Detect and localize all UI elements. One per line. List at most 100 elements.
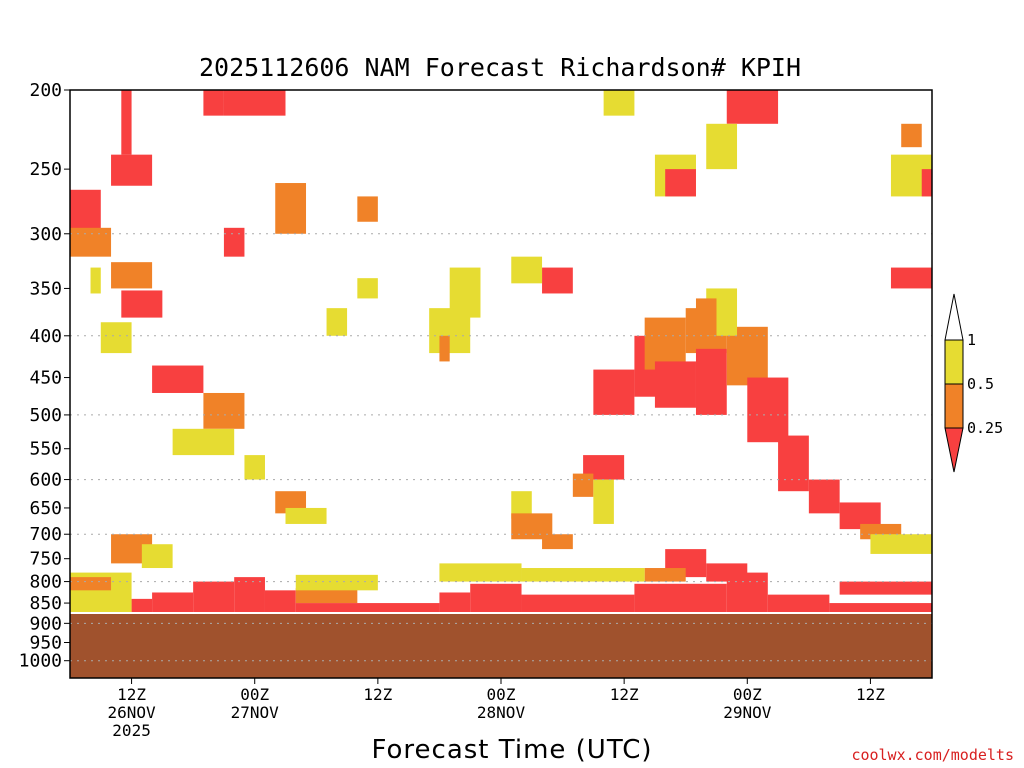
- ri-near-surface-yellow: [295, 574, 378, 591]
- ri-cell-red: [695, 348, 727, 415]
- y-tick-label: 650: [29, 498, 62, 519]
- ri-cell-orange: [542, 534, 573, 550]
- legend-label: 0.25: [967, 419, 1003, 437]
- y-tick-label: 300: [29, 224, 62, 245]
- ri-near-surface-red: [264, 590, 296, 613]
- y-tick-label: 850: [29, 593, 62, 614]
- legend-arrow-top: [944, 293, 964, 341]
- y-tick-label: 700: [29, 524, 62, 545]
- y-tick-label: 450: [29, 368, 62, 389]
- ri-cell-orange: [644, 568, 686, 582]
- ri-cell-orange: [70, 227, 112, 257]
- ground-terrain: [70, 612, 932, 678]
- ri-cell-red: [921, 169, 932, 197]
- ri-cell-yellow: [593, 479, 614, 524]
- ri-cell-yellow: [326, 308, 348, 336]
- y-tick-label: 1000: [19, 651, 62, 672]
- ri-near-surface-red: [767, 594, 830, 613]
- ri-cell-yellow: [90, 267, 101, 294]
- ri-cell-red: [593, 369, 635, 415]
- credit-text: coolwx.com/modelts: [851, 746, 1014, 764]
- ri-cell-yellow: [172, 428, 235, 456]
- ri-cell-red: [808, 479, 840, 514]
- ri-cell-orange: [275, 491, 307, 514]
- y-tick-label: 250: [29, 159, 62, 180]
- y-tick-label: 400: [29, 326, 62, 347]
- ri-cell-orange: [275, 183, 307, 234]
- ri-cell-yellow: [706, 123, 738, 170]
- ri-cell-red: [203, 90, 224, 116]
- ri-cell-orange: [439, 335, 450, 362]
- ri-cell-orange: [644, 317, 686, 370]
- ri-cell-yellow: [511, 256, 543, 284]
- legend: 1 0.5 0.25: [944, 293, 1003, 473]
- y-tick-label: 800: [29, 572, 62, 593]
- ri-cell-orange: [695, 298, 717, 336]
- ri-cell-yellow: [285, 507, 327, 524]
- y-tick-label: 350: [29, 278, 62, 299]
- ri-near-surface-red: [726, 572, 768, 613]
- legend-arrow-bottom: [944, 427, 964, 473]
- ri-cell-red: [890, 267, 932, 289]
- y-tick-label: 600: [29, 470, 62, 491]
- ri-cell-red: [665, 169, 696, 197]
- ri-near-surface-red: [234, 577, 265, 613]
- ri-near-surface-red: [439, 592, 471, 613]
- ri-near-surface-red: [839, 581, 932, 595]
- x-tick-label: 28NOV: [477, 703, 526, 722]
- ri-cell-orange: [203, 392, 245, 429]
- chart-title: 2025112606 NAM Forecast Richardson# KPIH: [199, 53, 801, 82]
- ri-cell-red: [121, 90, 132, 155]
- ri-cell-yellow: [141, 544, 173, 569]
- x-tick-label: 12Z: [610, 685, 639, 704]
- ri-near-surface-yellow: [521, 568, 645, 582]
- ri-cell-red: [747, 377, 789, 443]
- x-tick-label: 29NOV: [723, 703, 772, 722]
- x-tick-label: 00Z: [240, 685, 269, 704]
- ri-cell-red: [223, 227, 245, 257]
- x-tick-label: 26NOV: [107, 703, 156, 722]
- x-tick-label: 00Z: [733, 685, 762, 704]
- ri-cell-red: [726, 90, 779, 124]
- ri-cell-orange: [572, 473, 594, 497]
- legend-label: 1: [967, 331, 976, 349]
- ri-cell-red: [778, 435, 809, 492]
- ri-cell-orange: [726, 326, 768, 386]
- x-tick-label: 12Z: [117, 685, 146, 704]
- ri-cell-yellow: [870, 534, 932, 554]
- ri-cell-yellow: [603, 90, 635, 116]
- ri-cell-yellow: [244, 455, 265, 480]
- ri-cell-orange: [111, 262, 153, 289]
- ri-cell-yellow: [100, 322, 132, 354]
- ri-cell-red: [121, 290, 163, 318]
- y-axis: 200 250 300 350 400 450 500 550 600 650 700 7508008…: [19, 80, 70, 672]
- x-tick-label: 00Z: [487, 685, 516, 704]
- ri-cell-orange: [357, 196, 378, 222]
- ri-near-surface-yellow: [439, 563, 522, 582]
- y-tick-label: 200: [29, 80, 62, 101]
- legend-swatch-orange: [944, 383, 964, 429]
- y-tick-label: 500: [29, 405, 62, 426]
- ri-near-surface-orange: [295, 588, 358, 604]
- ri-near-surface-red: [829, 603, 932, 613]
- ri-near-surface-red: [295, 603, 440, 613]
- ri-near-surface-red: [193, 581, 235, 613]
- ri-cell-yellow: [357, 278, 378, 299]
- ri-near-surface-orange: [70, 577, 112, 591]
- y-tick-label: 750: [29, 549, 62, 570]
- ri-near-surface-red: [152, 592, 194, 613]
- plot-area: [69, 89, 933, 679]
- x-tick-label: 27NOV: [231, 703, 280, 722]
- legend-label: 0.5: [967, 375, 994, 393]
- x-tick-label: 12Z: [856, 685, 885, 704]
- ri-near-surface-red: [634, 583, 727, 613]
- x-tick-label: 12Z: [363, 685, 392, 704]
- ri-cell-red: [654, 361, 696, 408]
- x-tick-label: 2025: [112, 721, 151, 740]
- ri-cell-orange: [901, 123, 922, 148]
- ri-cell-red: [111, 154, 153, 186]
- ri-near-surface-red: [131, 598, 153, 613]
- x-axis-title: Forecast Time (UTC): [371, 735, 652, 765]
